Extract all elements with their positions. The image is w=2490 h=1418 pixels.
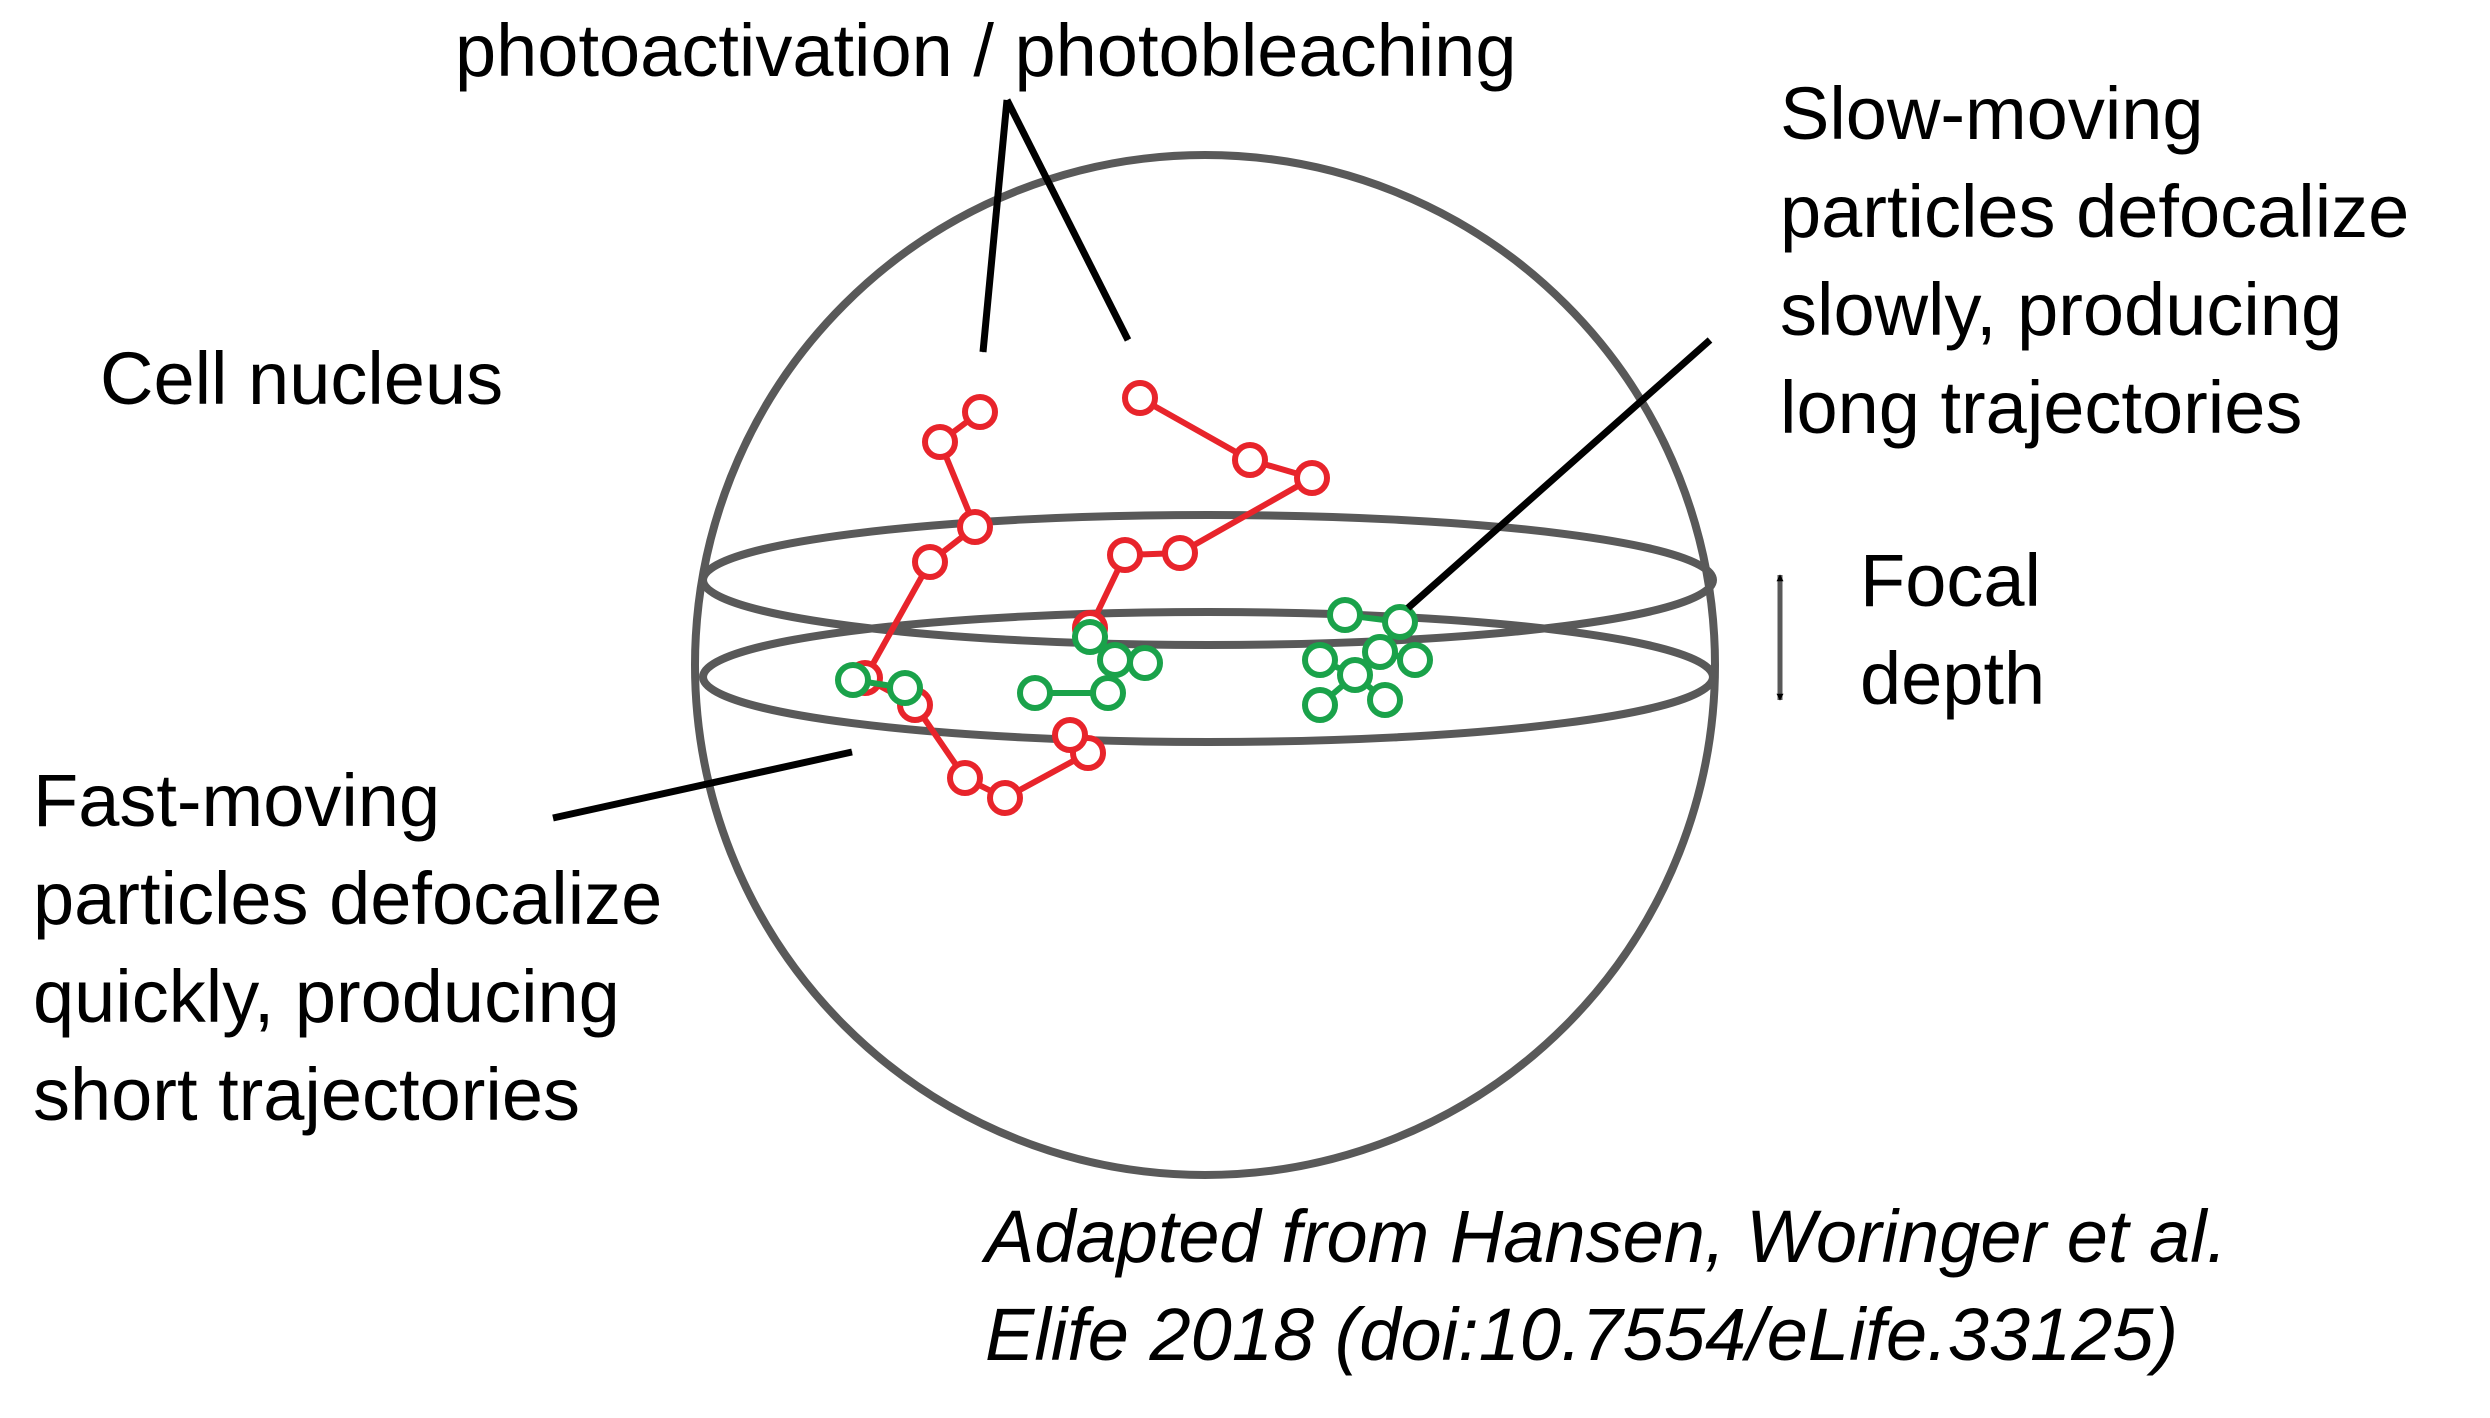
citation: Adapted from Hansen, Woringer et al. Eli… [985,1188,2227,1384]
particle-localization [887,670,923,706]
focal-depth-label: Focal depth [1860,532,2045,728]
arrow-slow-moving [1405,337,1713,611]
slow-line-1: Slow-moving [1780,72,2204,155]
arrow-to-red-right [1003,98,1132,342]
particle-localization [957,509,993,545]
slow-moving-label: Slow-moving particles defocalize slowly,… [1780,65,2409,457]
fast-line-4: short trajectories [33,1053,580,1136]
red-trajectory-left [847,394,1106,816]
particle-localization [1052,717,1088,753]
trajectory-step [1178,475,1314,556]
particle-localization [1072,619,1108,655]
focal-line-2: depth [1860,637,2046,720]
particle-localization [1397,642,1433,678]
particle-localization [1294,460,1330,496]
green-trajectory-b [1072,619,1163,681]
particle-localization [962,394,998,430]
particle-localization [1232,442,1268,478]
particle-localization [912,544,948,580]
nucleus-outline [691,151,1719,1179]
particle-localization [1090,675,1126,711]
fast-line-1: Fast-moving [33,759,441,842]
particle-localization [947,760,983,796]
particle-localization [1107,537,1143,573]
particle-localization [1302,687,1338,723]
green-trajectory-c [1017,675,1126,711]
trajectory-step [862,560,933,680]
top-label: photoactivation / photobleaching [455,9,1517,92]
arrow-fast-moving [552,748,853,822]
particle-localization [987,780,1023,816]
focal-line-1: Focal [1860,539,2041,622]
particle-localization [1382,604,1418,640]
focal-plane-lower [699,608,1717,746]
particle-localization [1097,642,1133,678]
particle-localization [1367,682,1403,718]
particle-localization [1162,535,1198,571]
fast-line-2: particles defocalize [33,857,663,940]
particle-localization [1327,597,1363,633]
focal-plane-upper [699,511,1717,649]
particle-localization [1337,657,1373,693]
trajectory-step [1138,395,1252,463]
slow-line-4: long trajectories [1780,366,2303,449]
particle-localization [835,662,871,698]
particle-localization [1127,645,1163,681]
particle-localization [1302,642,1338,678]
citation-line-2: Elife 2018 (doi:10.7554/eLife.33125) [985,1293,2179,1376]
slow-line-3: slowly, producing [1780,268,2343,351]
nucleus-label: Cell nucleus [100,337,504,420]
slow-line-2: particles defocalize [1780,170,2410,253]
particle-localization [1017,675,1053,711]
citation-line-1: Adapted from Hansen, Woringer et al. [985,1195,2228,1278]
green-trajectory-a [835,662,923,706]
fast-moving-label: Fast-moving particles defocalize quickly… [33,752,662,1144]
particle-localization [922,424,958,460]
fast-line-3: quickly, producing [33,955,620,1038]
particle-localization [1362,634,1398,670]
green-trajectory-cluster [1302,597,1433,723]
particle-localization [1122,380,1158,416]
arrow-to-red-left [979,99,1011,353]
